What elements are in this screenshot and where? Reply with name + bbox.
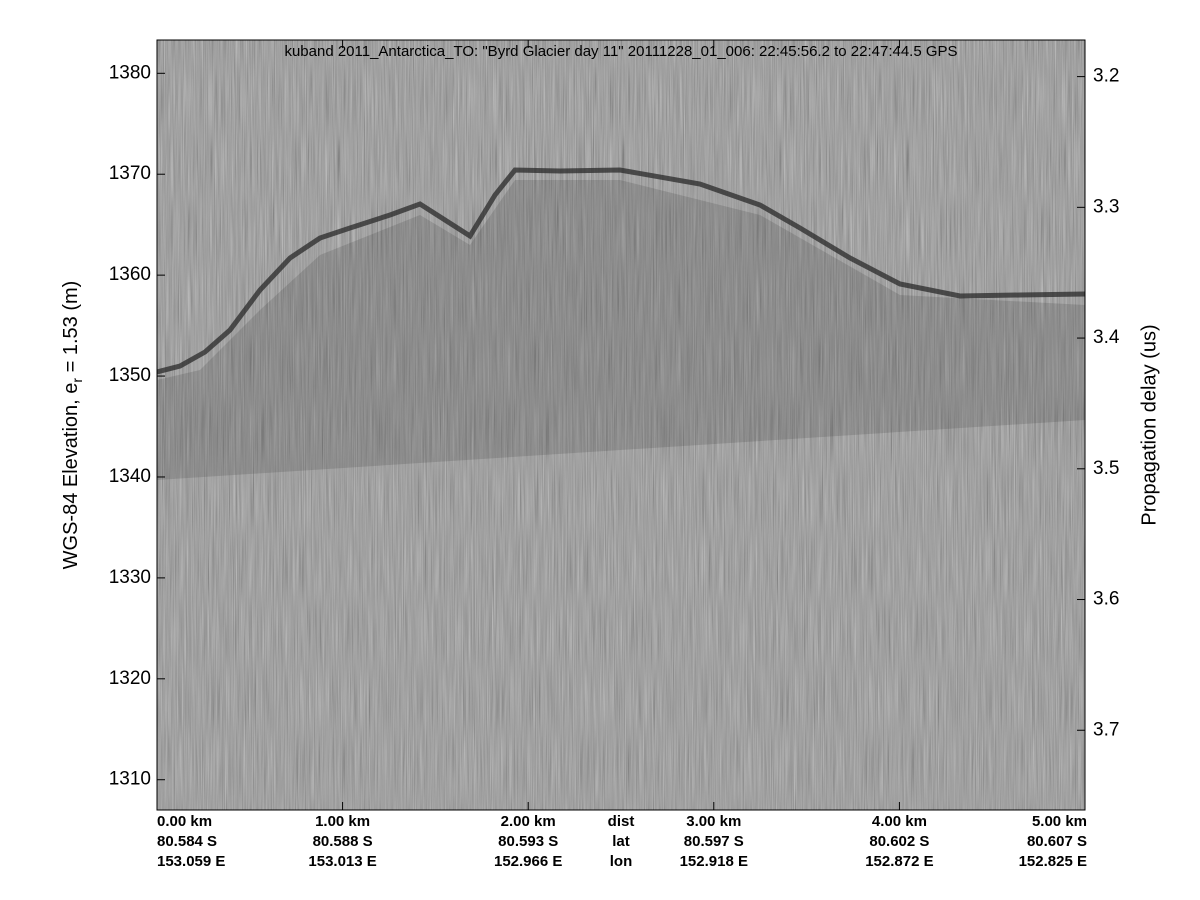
x-tick-lon: 152.966 E [494,853,562,870]
y-tick-label: 1380 [109,62,151,83]
x-tick-label: 1.00 km [315,813,370,830]
chart-title: kuband 2011_Antarctica_TO: "Byrd Glacier… [284,43,957,60]
surface-echo [157,167,1085,375]
x-tick-label: 3.00 km [686,813,741,830]
y-tick-label: 1310 [109,769,151,790]
y2-axis-label: Propagation delay (us) [1138,324,1160,525]
subsurface-shading [157,180,1085,480]
y2-tick-label: 3.5 [1093,458,1119,479]
y-tick-label: 1320 [109,668,151,689]
x-tick-lon: 153.059 E [157,853,225,870]
x-tick-lat: 80.593 S [498,833,558,850]
x-tick-label: 5.00 km [1032,813,1087,830]
y-label-main: WGS-84 Elevation, e [60,383,82,570]
row-label: dist [608,813,635,830]
y-axis-label: WGS-84 Elevation, er = 1.53 (m) [60,281,84,570]
y2-tick-label: 3.3 [1093,196,1119,217]
y-label-subscript: r [69,378,85,383]
y2-tick-label: 3.6 [1093,589,1119,610]
x-tick-lat: 80.588 S [313,833,373,850]
y-label-rest: = 1.53 (m) [60,281,82,378]
y2-tick-label: 3.7 [1093,719,1119,740]
echogram-image [157,40,1085,810]
plot-frame [156,39,1086,811]
y2-tick-label: 3.4 [1093,327,1120,348]
x-tick-lon: 153.013 E [308,853,376,870]
x-tick-lon: 152.918 E [680,853,748,870]
x-tick-label: 4.00 km [872,813,927,830]
x-tick-label: 0.00 km [157,813,212,830]
y-tick-label: 1360 [109,264,151,285]
x-tick-lat: 80.607 S [1027,833,1087,850]
y-tick-label: 1370 [109,163,151,184]
x-tick-lat: 80.597 S [684,833,744,850]
x-tick-lat: 80.602 S [869,833,929,850]
y-tick-label: 1350 [109,365,151,386]
y2-tick-label: 3.2 [1093,66,1119,87]
x-tick-label: 2.00 km [501,813,556,830]
row-label: lat [612,833,630,850]
y-tick-label: 1330 [109,567,151,588]
x-tick-lon: 152.872 E [865,853,933,870]
x-tick-lat: 80.584 S [157,833,217,850]
row-label: lon [610,853,633,870]
x-tick-lon: 152.825 E [1019,853,1087,870]
y-tick-label: 1340 [109,466,151,487]
